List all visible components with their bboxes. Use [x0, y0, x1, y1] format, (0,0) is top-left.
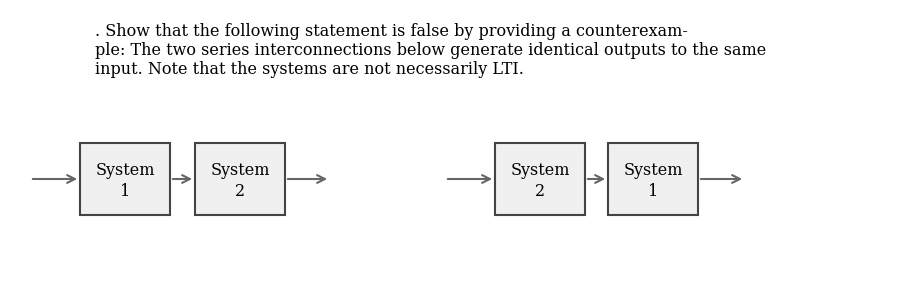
Bar: [79, 143, 170, 215]
Text: System: System: [622, 162, 682, 179]
Text: input. Note that the systems are not necessarily LTI.: input. Note that the systems are not nec…: [95, 61, 524, 78]
Bar: [495, 143, 584, 215]
Text: . Show that the following statement is false by providing a counterexam-: . Show that the following statement is f…: [95, 23, 687, 40]
Text: 1: 1: [120, 184, 130, 201]
Text: ple: The two series interconnections below generate identical outputs to the sam: ple: The two series interconnections bel…: [95, 42, 766, 59]
Text: 2: 2: [235, 184, 245, 201]
Text: System: System: [210, 162, 269, 179]
Bar: [608, 143, 697, 215]
Text: System: System: [509, 162, 569, 179]
Text: 1: 1: [647, 184, 657, 201]
Text: System: System: [95, 162, 154, 179]
Bar: [195, 143, 284, 215]
Text: 2: 2: [535, 184, 545, 201]
